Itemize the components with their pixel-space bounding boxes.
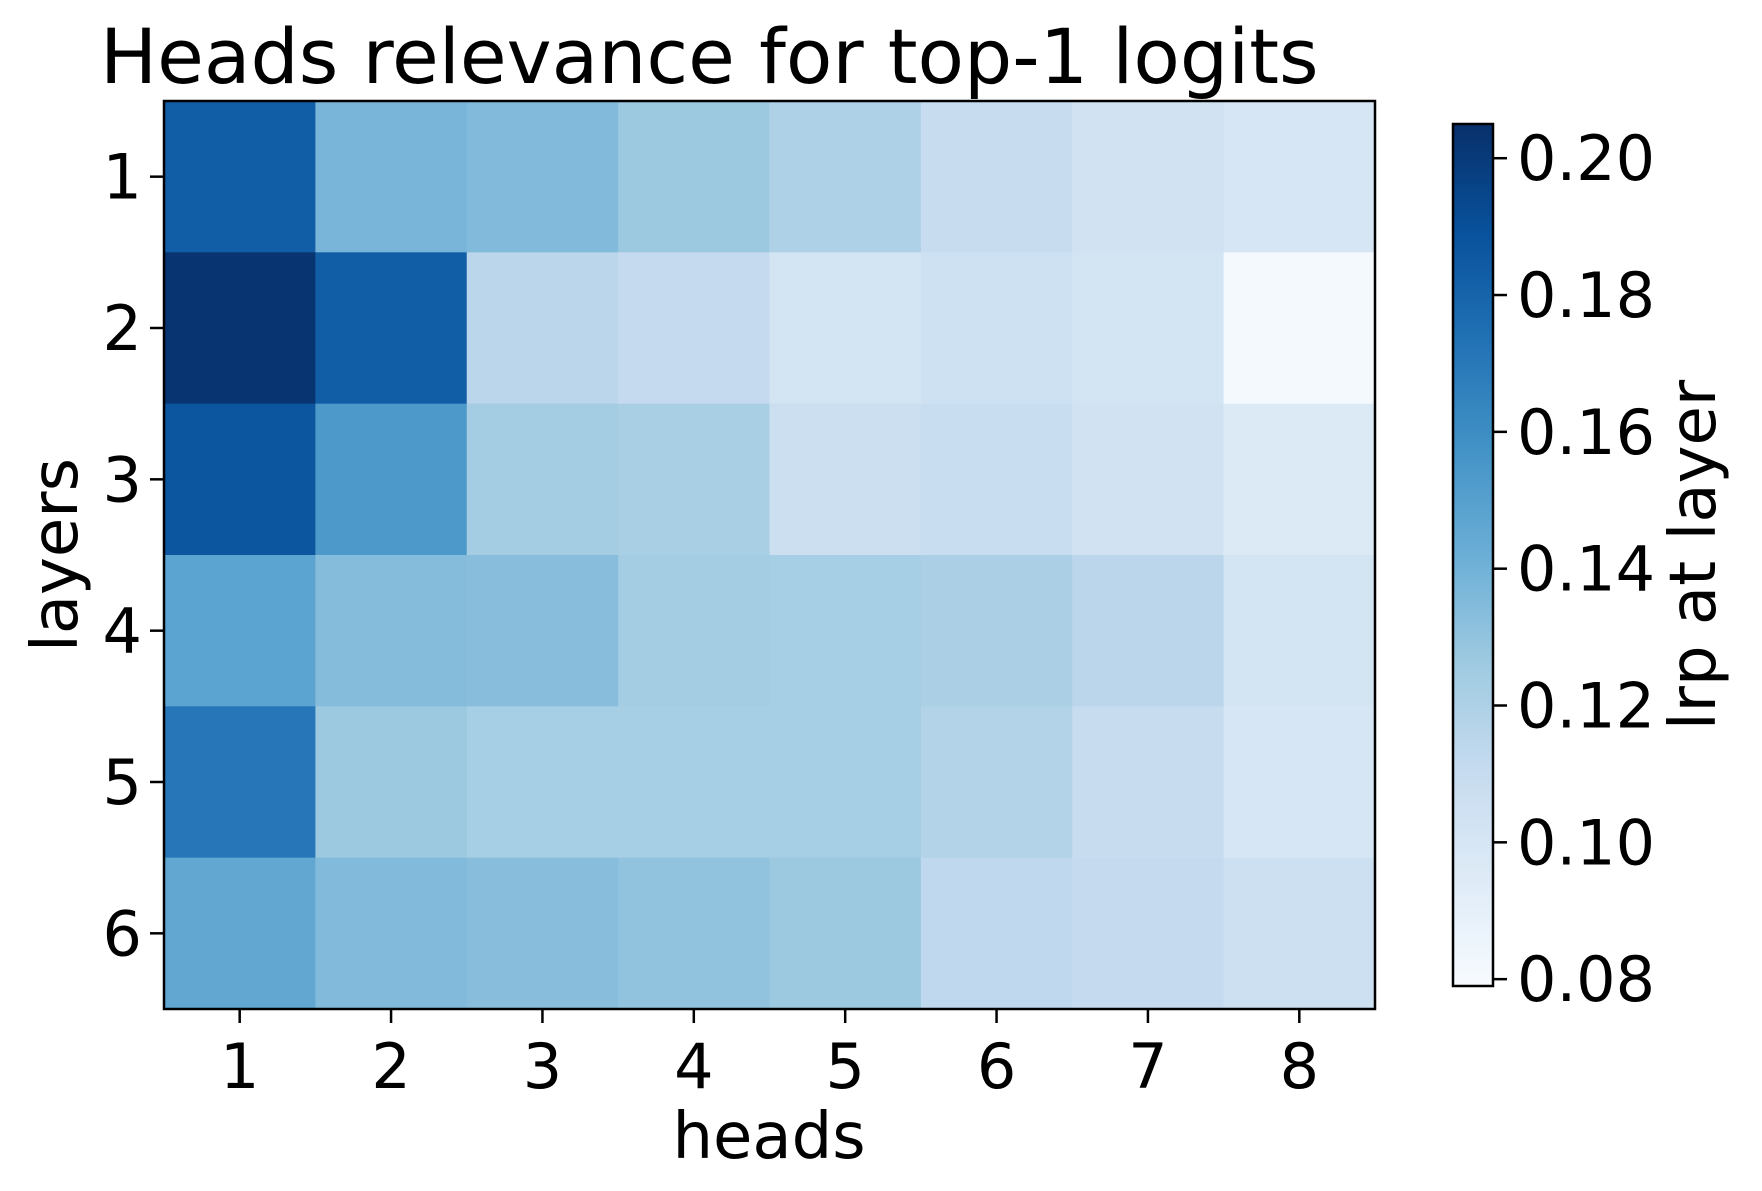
- plot-frame: [162, 99, 1377, 1011]
- heatmap-cell: [1072, 252, 1225, 405]
- heatmap-cell: [769, 101, 922, 253]
- x-tick-label: 7: [1128, 1030, 1167, 1103]
- heatmap-cell: [315, 252, 468, 405]
- heatmap-cell: [466, 555, 619, 707]
- x-tick-label: 4: [674, 1030, 713, 1103]
- x-axis-label: heads: [672, 1100, 865, 1174]
- x-tick-label: 2: [371, 1030, 410, 1103]
- colorbar-tick-label: 0.14: [1517, 533, 1655, 606]
- heatmap-cell: [1072, 555, 1225, 707]
- heatmap-cell: [315, 403, 468, 556]
- heatmap-cell: [618, 101, 771, 253]
- x-tick-label: 5: [825, 1030, 864, 1103]
- y-tick-label: 2: [103, 292, 142, 365]
- heatmap-cell: [769, 706, 922, 859]
- heatmap-cell: [618, 252, 771, 405]
- heatmap-cell: [769, 252, 922, 405]
- heatmap-cell: [164, 706, 316, 859]
- heatmap-cell: [769, 555, 922, 707]
- x-axis-ticks: 1 2 3 4 5 6 7 8: [220, 1009, 1319, 1103]
- heatmap-cells: [164, 101, 1376, 1010]
- heatmap-cell: [466, 101, 619, 253]
- heatmap-cell: [315, 101, 468, 253]
- heatmap-cell: [769, 857, 922, 1010]
- heatmap-cell: [164, 403, 316, 556]
- heatmap-cell: [315, 555, 468, 707]
- heatmap-cell: [164, 101, 316, 253]
- heatmap-cell: [1223, 252, 1376, 405]
- heatmap-cell: [920, 403, 1073, 556]
- y-tick-label: 5: [103, 746, 142, 819]
- heatmap-cell: [1072, 857, 1225, 1010]
- colorbar-tick-label: 0.18: [1517, 259, 1655, 332]
- colorbar-tick-label: 0.16: [1517, 396, 1655, 469]
- heatmap-cell: [920, 101, 1073, 253]
- colorbar-tick-label: 0.10: [1517, 806, 1655, 879]
- y-tick-label: 3: [103, 443, 142, 516]
- heatmap-cell: [920, 555, 1073, 707]
- heatmap-cell: [164, 555, 316, 707]
- heatmap-cell: [618, 555, 771, 707]
- heatmap-cell: [920, 706, 1073, 859]
- heatmap-cell: [1223, 857, 1376, 1010]
- heatmap-cell: [1072, 706, 1225, 859]
- x-tick-label: 6: [977, 1030, 1016, 1103]
- colorbar-ticks: 0.08 0.10 0.12 0.14 0.16 0.18 0.20: [1493, 122, 1655, 1016]
- heatmap-cell: [769, 403, 922, 556]
- heatmap-cell: [618, 403, 771, 556]
- heatmap-cell: [618, 857, 771, 1010]
- heatmap-cell: [1072, 101, 1225, 253]
- y-axis-label: layers: [19, 458, 93, 652]
- heatmap-cell: [164, 252, 316, 405]
- chart-title: Heads relevance for top-1 logits: [100, 12, 1319, 101]
- heatmap-cell: [618, 706, 771, 859]
- colorbar-tick-label: 0.12: [1517, 670, 1655, 743]
- heatmap-cell: [164, 857, 316, 1010]
- heatmap-cell: [315, 857, 468, 1010]
- y-tick-label: 6: [103, 897, 142, 970]
- heatmap-cell: [466, 857, 619, 1010]
- colorbar: [1453, 124, 1493, 986]
- colorbar-frame: [1451, 122, 1495, 988]
- colorbar-label: lrp at layer: [1657, 379, 1731, 730]
- y-tick-label: 4: [103, 595, 142, 668]
- colorbar-tick-label: 0.20: [1517, 122, 1655, 195]
- colorbar-tick-label: 0.08: [1517, 943, 1655, 1016]
- heatmap-cell: [1223, 555, 1376, 707]
- heatmap-cell: [466, 403, 619, 556]
- heatmap-cell: [920, 857, 1073, 1010]
- heatmap-cell: [1223, 101, 1376, 253]
- y-axis-ticks: 1 2 3 4 5 6: [103, 141, 164, 970]
- heatmap-cell: [466, 706, 619, 859]
- y-tick-label: 1: [103, 141, 142, 214]
- heatmap-cell: [920, 252, 1073, 405]
- heatmap-cell: [1072, 403, 1225, 556]
- heatmap-cell: [1223, 403, 1376, 556]
- x-tick-label: 8: [1280, 1030, 1319, 1103]
- heatmap-cell: [466, 252, 619, 405]
- heatmap-cell: [1223, 706, 1376, 859]
- x-tick-label: 3: [523, 1030, 562, 1103]
- x-tick-label: 1: [220, 1030, 259, 1103]
- heatmap-cell: [315, 706, 468, 859]
